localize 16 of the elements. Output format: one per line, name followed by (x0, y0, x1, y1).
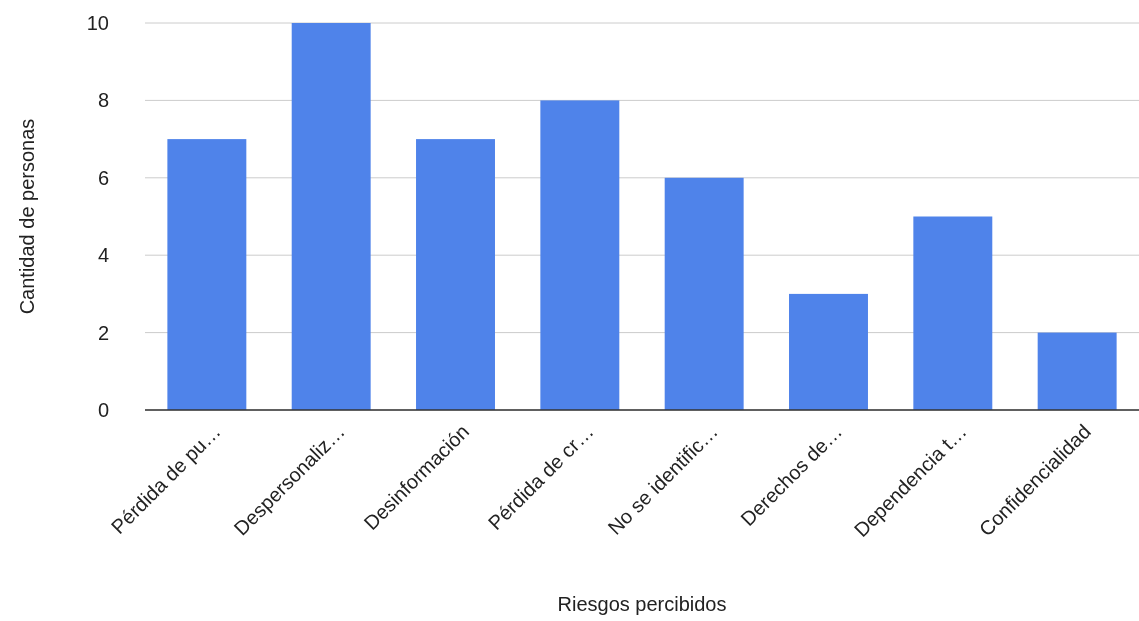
x-axis-title: Riesgos percibidos (557, 593, 727, 615)
y-tick-label: 0 (97, 399, 109, 421)
y-tick-label: 6 (97, 166, 109, 189)
bar (1037, 332, 1117, 410)
bar (664, 177, 744, 410)
y-tick-label: 10 (86, 12, 109, 34)
y-tick-label: 8 (97, 89, 109, 112)
bar (540, 100, 620, 410)
bar (291, 23, 371, 410)
bar (913, 216, 993, 410)
bar (416, 139, 495, 410)
y-tick-label: 2 (97, 321, 109, 344)
bar (167, 139, 247, 410)
bar (789, 293, 868, 410)
y-tick-label: 4 (97, 244, 109, 267)
y-axis-title: Cantidad de personas (16, 118, 38, 315)
